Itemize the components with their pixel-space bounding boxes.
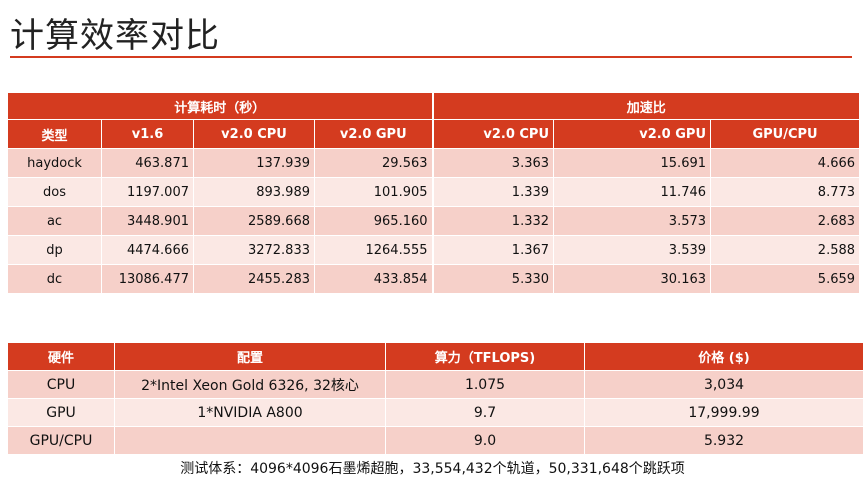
cell-v20-cpu: 3272.833 <box>193 235 315 265</box>
cell-v20-gpu: 1264.555 <box>313 235 434 265</box>
table-row: GPU/CPU 9.0 5.932 <box>7 426 864 455</box>
col-header-type: 类型 <box>7 119 102 149</box>
col-header-speedup-v20-gpu: v2.0 GPU <box>553 119 712 149</box>
group-header-speedup: 加速比 <box>431 92 861 120</box>
table-row: dc 13086.477 2455.283 433.854 5.330 30.1… <box>7 264 861 294</box>
hardware-table: 硬件 配置 算力（TFLOPS) 价格 ($) CPU 2*Intel Xeon… <box>7 342 864 455</box>
cell-v20-gpu: 101.905 <box>313 177 434 207</box>
cell-v16: 463.871 <box>101 148 194 178</box>
cell-type: dos <box>7 177 102 207</box>
col-header-v20-cpu: v2.0 CPU <box>193 119 315 149</box>
col-header-price: 价格 ($) <box>584 342 864 371</box>
cell-hardware: GPU/CPU <box>7 426 115 455</box>
cell-type: dp <box>7 235 102 265</box>
page-title: 计算效率对比 <box>10 16 220 56</box>
table-row: CPU 2*Intel Xeon Gold 6326, 32核心 1.075 3… <box>7 370 864 399</box>
cell-speedup-ratio: 2.683 <box>710 206 861 236</box>
group-header-time: 计算耗时（秒） <box>6 92 434 120</box>
cell-v16: 3448.901 <box>101 206 194 236</box>
cell-v16: 4474.666 <box>101 235 194 265</box>
cell-type: ac <box>7 206 102 236</box>
cell-compute-power: 9.0 <box>385 426 585 455</box>
cell-hardware: GPU <box>7 398 115 427</box>
cell-speedup-cpu: 1.339 <box>431 177 555 207</box>
cell-compute-power: 1.075 <box>385 370 585 399</box>
col-header-compute-power: 算力（TFLOPS) <box>385 342 585 371</box>
cell-config: 2*Intel Xeon Gold 6326, 32核心 <box>114 370 386 399</box>
cell-type: dc <box>7 264 102 294</box>
table-row: ac 3448.901 2589.668 965.160 1.332 3.573… <box>7 206 861 236</box>
timing-speedup-table: 计算耗时（秒） 加速比 类型 v1.6 v2.0 CPU v2.0 GPU v2… <box>6 92 861 294</box>
table-row: GPU 1*NVIDIA A800 9.7 17,999.99 <box>7 398 864 427</box>
cell-v16: 1197.007 <box>101 177 194 207</box>
cell-speedup-gpu: 3.573 <box>553 206 712 236</box>
cell-v20-cpu: 2455.283 <box>193 264 315 294</box>
cell-speedup-gpu: 3.539 <box>553 235 712 265</box>
cell-price: 5.932 <box>584 426 864 455</box>
cell-speedup-cpu: 1.367 <box>431 235 555 265</box>
col-header-speedup-v20-cpu: v2.0 CPU <box>431 119 555 149</box>
cell-speedup-cpu: 1.332 <box>431 206 555 236</box>
cell-type: haydock <box>7 148 102 178</box>
cell-v20-cpu: 137.939 <box>193 148 315 178</box>
cell-speedup-ratio: 2.588 <box>710 235 861 265</box>
cell-v20-gpu: 965.160 <box>313 206 434 236</box>
col-header-hardware: 硬件 <box>7 342 115 371</box>
cell-config <box>114 426 386 455</box>
cell-price: 17,999.99 <box>584 398 864 427</box>
col-header-speedup-gpu-cpu: GPU/CPU <box>710 119 861 149</box>
col-header-config: 配置 <box>114 342 386 371</box>
table-row: haydock 463.871 137.939 29.563 3.363 15.… <box>7 148 861 178</box>
cell-speedup-gpu: 15.691 <box>553 148 712 178</box>
cell-v20-cpu: 2589.668 <box>193 206 315 236</box>
cell-speedup-cpu: 3.363 <box>431 148 555 178</box>
cell-v20-cpu: 893.989 <box>193 177 315 207</box>
cell-speedup-ratio: 5.659 <box>710 264 861 294</box>
cell-speedup-cpu: 5.330 <box>431 264 555 294</box>
cell-speedup-ratio: 4.666 <box>710 148 861 178</box>
cell-speedup-gpu: 11.746 <box>553 177 712 207</box>
title-underline <box>10 56 852 58</box>
test-system-footnote: 测试体系：4096*4096石墨烯超胞，33,554,432个轨道，50,331… <box>180 461 685 477</box>
table-row: dp 4474.666 3272.833 1264.555 1.367 3.53… <box>7 235 861 265</box>
cell-config: 1*NVIDIA A800 <box>114 398 386 427</box>
col-header-v16: v1.6 <box>101 119 194 149</box>
cell-v20-gpu: 29.563 <box>313 148 434 178</box>
cell-v16: 13086.477 <box>101 264 194 294</box>
cell-speedup-ratio: 8.773 <box>710 177 861 207</box>
cell-price: 3,034 <box>584 370 864 399</box>
cell-v20-gpu: 433.854 <box>313 264 434 294</box>
cell-compute-power: 9.7 <box>385 398 585 427</box>
cell-speedup-gpu: 30.163 <box>553 264 712 294</box>
col-header-v20-gpu: v2.0 GPU <box>313 119 434 149</box>
table-row: dos 1197.007 893.989 101.905 1.339 11.74… <box>7 177 861 207</box>
cell-hardware: CPU <box>7 370 115 399</box>
